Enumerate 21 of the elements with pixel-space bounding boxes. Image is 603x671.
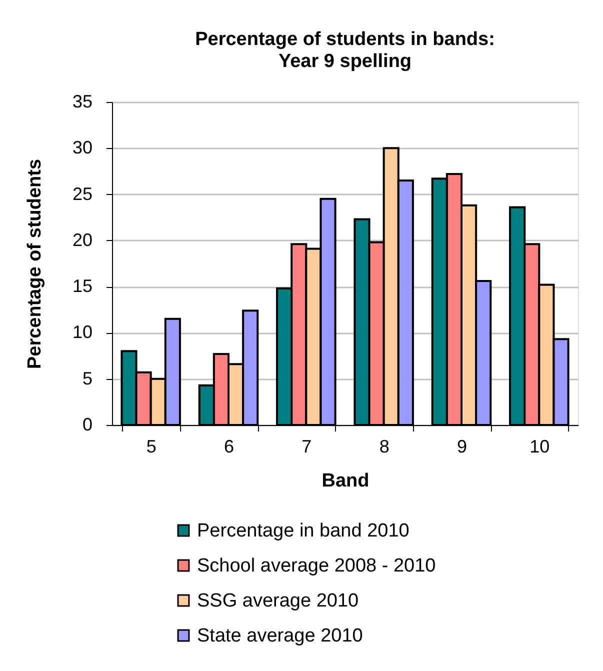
x-tick-label: 9 bbox=[456, 436, 468, 456]
legend-label: Percentage in band 2010 bbox=[197, 520, 410, 542]
y-tick-label: 10 bbox=[72, 322, 92, 342]
x-tick-label: 8 bbox=[379, 436, 390, 456]
y-tick-label: 35 bbox=[72, 92, 92, 112]
x-tick-label: 10 bbox=[530, 436, 550, 456]
legend-label: School average 2008 - 2010 bbox=[197, 556, 436, 576]
y-tick-label: 15 bbox=[72, 276, 92, 296]
legend-label: SSG average 2010 bbox=[197, 590, 359, 612]
x-tick-label: 7 bbox=[302, 436, 312, 456]
y-tick-label: 25 bbox=[72, 184, 92, 204]
x-tick-label: 5 bbox=[146, 436, 156, 456]
y-tick-label: 0 bbox=[82, 414, 92, 434]
chart-title: Percentage of students in bands: Year 9 spelling bbox=[195, 29, 495, 72]
x-axis-title: Band bbox=[322, 470, 370, 492]
y-axis-title: Percentage of students bbox=[24, 158, 46, 370]
y-tick-label: 30 bbox=[72, 138, 92, 158]
y-tick-label: 20 bbox=[72, 230, 92, 250]
legend-label: State average 2010 bbox=[197, 626, 363, 646]
x-tick-label: 6 bbox=[224, 436, 234, 456]
y-tick-label: 5 bbox=[82, 368, 92, 388]
